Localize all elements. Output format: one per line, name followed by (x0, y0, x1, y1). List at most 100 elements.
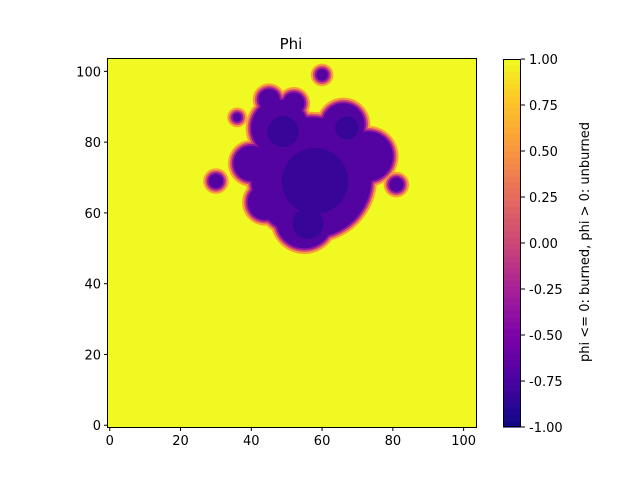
colorbar-segment-10 (503, 359, 521, 367)
colorbar-segment-46 (503, 138, 521, 146)
colorbar-segment-30 (503, 236, 521, 244)
colorbar-segment-16 (503, 322, 521, 330)
heatmap-cell-9 (247, 184, 284, 220)
colorbar-segment-44 (503, 151, 521, 158)
x-tick-label-0: 0 (106, 434, 114, 449)
colorbar-tick-label-5: 0.25 (529, 191, 558, 206)
colorbar-segment-55 (503, 83, 521, 91)
heatmap-cell-12 (389, 177, 404, 192)
plot-frame (107, 58, 477, 428)
x-tick-label-4: 80 (385, 434, 402, 449)
colorbar-segment-40 (503, 175, 521, 183)
y-tick-label-0: 0 (93, 419, 101, 434)
x-axis-ticks: 0 20 40 60 80 100 (106, 427, 476, 449)
colorbar-segment-18 (503, 310, 521, 318)
heatmap-core-2 (267, 115, 299, 148)
colorbar-segment-37 (503, 193, 521, 201)
colorbar-segment-45 (503, 144, 521, 152)
colorbar-segment-41 (503, 169, 521, 177)
colorbar-segment-2 (503, 408, 521, 416)
colorbar-label: phi <= 0: burned, phi > 0: unburned (578, 122, 593, 362)
heatmap-cell-11 (208, 174, 223, 189)
colorbar-segment-8 (503, 371, 521, 379)
colorbar-frame (503, 59, 521, 427)
colorbar-segment-9 (503, 365, 521, 373)
colorbar-tick-label-0: -1.00 (529, 421, 563, 436)
heatmap-cell-4 (233, 145, 269, 182)
colorbar-segment-57 (503, 71, 521, 78)
colorbar-segment-36 (503, 200, 521, 207)
colorbar-segment-23 (503, 279, 521, 287)
colorbar-tick-label-7: 0.75 (529, 99, 558, 114)
colorbar-segment-21 (503, 292, 521, 299)
y-tick-label-1: 20 (84, 348, 101, 363)
colorbar-segment-50 (503, 114, 521, 121)
colorbar-segment-49 (503, 120, 521, 128)
colorbar-tick-label-1: -0.75 (529, 375, 563, 390)
colorbar-segment-42 (503, 163, 521, 170)
y-tick-label-3: 60 (84, 207, 101, 222)
colorbar-segment-13 (503, 341, 521, 348)
colorbar-segment-43 (503, 157, 521, 164)
colorbar-segment-32 (503, 224, 521, 232)
colorbar-segment-39 (503, 181, 521, 189)
colorbar-segment-15 (503, 328, 521, 336)
colorbar-tick-label-2: -0.50 (529, 329, 563, 344)
x-tick-label-5: 100 (451, 434, 476, 449)
heatmap-core-1 (292, 207, 324, 240)
colorbar-segment-7 (503, 377, 521, 385)
colorbar-segment-14 (503, 335, 521, 342)
heatmap-cell-5 (343, 131, 393, 182)
heatmap-core-0 (281, 147, 349, 215)
colorbar-segment-28 (503, 249, 521, 256)
y-tick-label-5: 100 (76, 65, 101, 80)
colorbar-segment-5 (503, 390, 521, 397)
colorbar-segment-27 (503, 255, 521, 262)
colorbar-segment-19 (503, 304, 521, 312)
colorbar-segment-34 (503, 212, 521, 220)
chart-title: Phi (280, 35, 303, 53)
colorbar-segment-0 (503, 420, 521, 428)
colorbar-segment-58 (503, 65, 521, 72)
colorbar-segment-35 (503, 206, 521, 213)
colorbar-segment-4 (503, 396, 521, 404)
colorbar-segment-51 (503, 108, 521, 115)
colorbar-segment-53 (503, 95, 521, 103)
heatmap (108, 59, 476, 427)
colorbar-segment-25 (503, 267, 521, 275)
heatmap-cell-6 (258, 89, 280, 111)
heatmap-cell-7 (283, 92, 305, 114)
heatmap-core-3 (335, 116, 359, 140)
y-axis-ticks: 0 20 40 60 80 100 (76, 65, 108, 434)
heatmap-cell-14 (232, 113, 242, 122)
colorbar-segment-29 (503, 243, 521, 250)
colorbar (503, 59, 521, 428)
colorbar-segment-33 (503, 218, 521, 226)
heatmap-cell-13 (316, 69, 328, 81)
colorbar-segment-12 (503, 347, 521, 354)
colorbar-ticks: -1.00 -0.75 -0.50 -0.25 0.00 0.25 0.50 0.75 1.00 (521, 53, 563, 436)
x-tick-label-3: 60 (314, 434, 331, 449)
colorbar-segment-6 (503, 384, 521, 391)
colorbar-segment-38 (503, 187, 521, 195)
y-tick-label-4: 80 (84, 136, 101, 151)
colorbar-tick-label-6: 0.50 (529, 145, 558, 160)
colorbar-segment-22 (503, 285, 521, 293)
colorbar-segment-20 (503, 298, 521, 305)
colorbar-segment-52 (503, 101, 521, 109)
colorbar-segment-11 (503, 353, 521, 361)
colorbar-segment-24 (503, 273, 521, 281)
colorbar-segment-1 (503, 414, 521, 422)
colorbar-segment-59 (503, 59, 521, 66)
colorbar-segment-26 (503, 261, 521, 269)
colorbar-segment-17 (503, 316, 521, 324)
colorbar-segment-54 (503, 89, 521, 97)
x-tick-label-1: 20 (172, 434, 189, 449)
colorbar-segment-31 (503, 230, 521, 238)
y-tick-label-2: 40 (84, 278, 101, 293)
colorbar-tick-label-3: -0.25 (529, 283, 563, 298)
colorbar-segment-48 (503, 126, 521, 134)
x-tick-label-2: 40 (243, 434, 260, 449)
colorbar-tick-label-4: 0.00 (529, 237, 558, 252)
